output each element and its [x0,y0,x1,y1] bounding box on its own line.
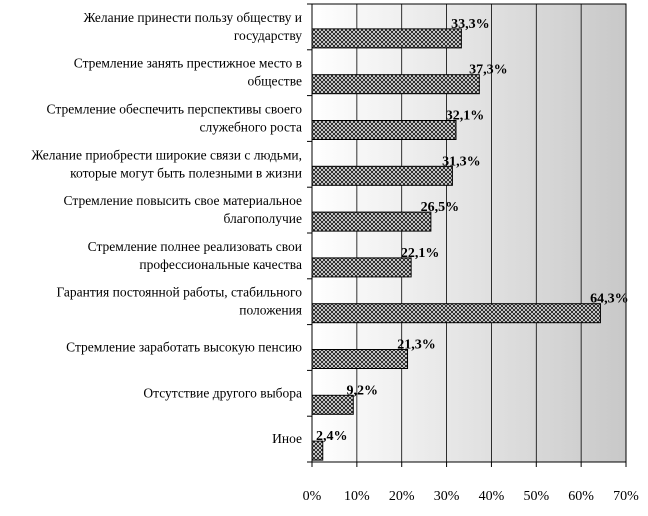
x-tick-label: 70% [613,489,639,504]
x-tick-label: 30% [434,489,460,504]
category-label: Желание приобрести широкие связи с людьм… [31,147,302,162]
data-label: 22,1% [401,246,440,261]
bar [311,74,480,95]
data-label: 37,3% [469,63,508,78]
data-label: 9,2% [347,383,379,398]
x-tick-label: 50% [523,489,549,504]
category-label: Стремление заработать высокую пенсию [66,340,302,355]
bar [311,211,432,232]
category-label: Стремление обеспечить перспективы своего [47,102,303,117]
x-tick-label: 10% [344,489,370,504]
category-label: профессиональные качества [139,257,302,272]
bar [311,28,462,49]
x-tick-label: 20% [389,489,415,504]
labels: 0% 10% 20% 30% 40% 50% 60% 70% 33,3% Желание прин… [31,10,639,504]
x-tick-label: 40% [479,489,505,504]
category-label: Стремление полнее реализовать свои [88,239,302,254]
category-label: Отсутствие другого выбора [143,385,302,400]
bar [311,349,409,369]
category-label: благополучие [223,211,302,226]
bar [311,440,324,461]
category-label: которые могут быть полезными в жизни [70,165,302,180]
category-label: Стремление занять престижное место в [74,56,302,71]
category-label: Желание принести пользу обществу и [83,10,302,25]
data-label: 26,5% [421,200,460,215]
bar [311,165,453,186]
bar [311,257,412,278]
bar [311,303,601,324]
bars [311,28,601,461]
data-label: 33,3% [451,17,490,32]
x-tick-label: 60% [568,489,594,504]
category-label: служебного роста [200,120,303,135]
category-label: Стремление повысить свое материальное [64,193,302,208]
data-label: 64,3% [590,292,629,307]
x-tick-label: 0% [303,489,322,504]
data-label: 2,4% [316,429,348,444]
category-label: обществе [247,74,302,89]
data-label: 31,3% [442,154,481,169]
bar [311,120,457,140]
category-label: положения [239,303,302,318]
category-label: Иное [272,431,302,446]
category-label: Гарантия постоянной работы, стабильного [56,285,302,300]
category-label: государству [234,28,302,43]
axes [307,3,627,467]
data-label: 21,3% [397,338,436,353]
bar [311,394,354,415]
data-label: 32,1% [446,109,485,124]
